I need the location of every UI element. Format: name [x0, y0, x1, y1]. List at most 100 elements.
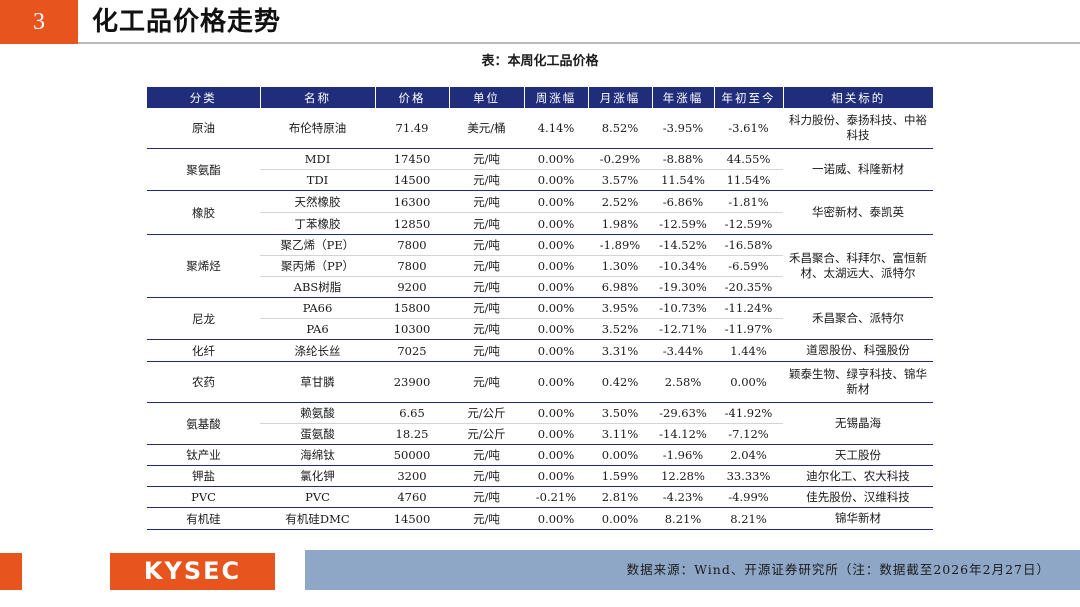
table-header-row: 分类 名称 价格 单位 周涨幅 月涨幅 年涨幅 年初至今 相关标的: [147, 87, 933, 108]
week-cell: 0.00%: [524, 276, 588, 298]
year-cell: 8.21%: [652, 507, 714, 530]
unit-cell: 元/吨: [449, 465, 524, 487]
column-header: 单位: [448, 87, 524, 108]
kysec-logo: KYSEC: [110, 553, 275, 590]
category-cell: 原油: [147, 108, 260, 149]
related-stocks-cell: 科力股份、泰扬科技、中裕科技: [783, 108, 933, 149]
year-cell: -29.63%: [652, 402, 714, 424]
related-stocks-cell: 佳先股份、汉维科技: [783, 486, 933, 508]
table-row: 氨基酸 赖氨酸 6.65 元/公斤 0.00% 3.50% -29.63% -41.92% 无锡…: [147, 402, 933, 445]
table-row: 聚烯烃 聚乙烯（PE） 7800 元/吨 0.00% -1.89% -14.52% -16.5…: [147, 234, 933, 298]
unit-cell: 元/吨: [449, 444, 524, 466]
unit-cell: 元/吨: [449, 148, 524, 170]
related-stocks-cell: 锦华新材: [783, 507, 933, 530]
week-cell: 0.00%: [524, 465, 588, 487]
price-cell: 10300: [375, 318, 449, 340]
ytd-cell: -1.81%: [714, 190, 783, 213]
table-row: 尼龙 PA66 15800 元/吨 0.00% 3.95% -10.73% -11.24% 禾昌…: [147, 297, 933, 340]
category-cell: 农药: [147, 361, 260, 403]
week-cell: 0.00%: [524, 339, 588, 362]
month-cell: 2.52%: [588, 190, 652, 213]
table-row: PVC PVC 4760 元/吨 -0.21% 2.81% -4.23% -4.99% 佳先股份…: [147, 486, 933, 508]
year-cell: -12.59%: [652, 212, 714, 235]
unit-cell: 元/吨: [449, 318, 524, 340]
footer-bar: 数据来源：Wind、开源证券研究所（注：数据截至2026年2月27日）: [305, 550, 1080, 590]
unit-cell: 元/吨: [449, 276, 524, 298]
week-cell: 0.00%: [524, 444, 588, 466]
table-row: 原油 布伦特原油 71.49 美元/桶 4.14% 8.52% -3.95% -3.61% 科力…: [147, 108, 933, 149]
unit-cell: 元/吨: [449, 339, 524, 362]
name-cell: ABS树脂: [260, 276, 375, 298]
unit-cell: 元/吨: [449, 486, 524, 508]
month-cell: 8.52%: [588, 108, 652, 149]
ytd-cell: 8.21%: [714, 507, 783, 530]
column-header: 年涨幅: [651, 87, 714, 108]
price-cell: 71.49: [375, 108, 449, 149]
table-row: 丁苯橡胶 12850 元/吨 0.00% 1.98% -12.59% -12.59%: [147, 212, 933, 235]
table-row: 钛产业 海绵钛 50000 元/吨 0.00% 0.00% -1.96% 2.04% 天工股份: [147, 444, 933, 466]
name-cell: TDI: [260, 169, 375, 191]
related-stocks-cell: 道恩股份、科强股份: [783, 339, 933, 362]
price-cell: 6.65: [375, 402, 449, 424]
year-cell: -3.95%: [652, 108, 714, 149]
year-cell: -10.34%: [652, 255, 714, 277]
month-cell: 0.42%: [588, 361, 652, 403]
unit-cell: 元/公斤: [449, 423, 524, 445]
unit-cell: 元/吨: [449, 212, 524, 235]
ytd-cell: 0.00%: [714, 361, 783, 403]
price-table: 分类 名称 价格 单位 周涨幅 月涨幅 年涨幅 年初至今 相关标的 原油 布伦特原…: [147, 87, 933, 530]
unit-cell: 元/吨: [449, 255, 524, 277]
ytd-cell: -41.92%: [714, 402, 783, 424]
price-cell: 4760: [375, 486, 449, 508]
year-cell: -1.96%: [652, 444, 714, 466]
name-cell: 赖氨酸: [260, 402, 375, 424]
week-cell: 0.00%: [524, 190, 588, 213]
table-row: 聚氨酯 MDI 17450 元/吨 0.00% -0.29% -8.88% 44.55% 一诺威…: [147, 148, 933, 191]
ytd-cell: 1.44%: [714, 339, 783, 362]
week-cell: 0.00%: [524, 234, 588, 256]
category-cell: 氨基酸: [147, 402, 260, 445]
related-stocks-cell: 一诺威、科隆新材: [783, 148, 933, 191]
unit-cell: 元/吨: [449, 297, 524, 319]
category-cell: PVC: [147, 486, 260, 508]
unit-cell: 元/吨: [449, 234, 524, 256]
ytd-cell: -16.58%: [714, 234, 783, 256]
table-row: 有机硅 有机硅DMC 14500 元/吨 0.00% 0.00% 8.21% 8.21% 锦华新…: [147, 507, 933, 530]
week-cell: 0.00%: [524, 255, 588, 277]
price-cell: 23900: [375, 361, 449, 403]
name-cell: 海绵钛: [260, 444, 375, 466]
name-cell: 天然橡胶: [260, 190, 375, 213]
name-cell: 氯化钾: [260, 465, 375, 487]
year-cell: 2.58%: [652, 361, 714, 403]
year-cell: -12.71%: [652, 318, 714, 340]
table-row: PA6 10300 元/吨 0.00% 3.52% -12.71% -11.97%: [147, 318, 933, 340]
name-cell: 布伦特原油: [260, 108, 375, 149]
week-cell: 4.14%: [524, 108, 588, 149]
name-cell: 蛋氨酸: [260, 423, 375, 445]
year-cell: -14.52%: [652, 234, 714, 256]
month-cell: 1.59%: [588, 465, 652, 487]
week-cell: 0.00%: [524, 297, 588, 319]
ytd-cell: 44.55%: [714, 148, 783, 170]
name-cell: PA6: [260, 318, 375, 340]
unit-cell: 元/吨: [449, 507, 524, 530]
price-cell: 17450: [375, 148, 449, 170]
ytd-cell: -11.24%: [714, 297, 783, 319]
table-body: 原油 布伦特原油 71.49 美元/桶 4.14% 8.52% -3.95% -3.61% 科力…: [147, 108, 933, 530]
year-cell: -6.86%: [652, 190, 714, 213]
year-cell: 11.54%: [652, 169, 714, 191]
unit-cell: 元/公斤: [449, 402, 524, 424]
category-cell: 橡胶: [147, 190, 260, 235]
category-cell: 聚烯烃: [147, 234, 260, 298]
price-cell: 18.25: [375, 423, 449, 445]
week-cell: 0.00%: [524, 148, 588, 170]
price-cell: 16300: [375, 190, 449, 213]
column-header: 周涨幅: [523, 87, 588, 108]
price-cell: 14500: [375, 507, 449, 530]
column-header: 月涨幅: [587, 87, 652, 108]
column-header: 价格: [374, 87, 449, 108]
month-cell: 0.00%: [588, 444, 652, 466]
year-cell: 12.28%: [652, 465, 714, 487]
price-cell: 12850: [375, 212, 449, 235]
name-cell: 聚丙烯（PP）: [260, 255, 375, 277]
